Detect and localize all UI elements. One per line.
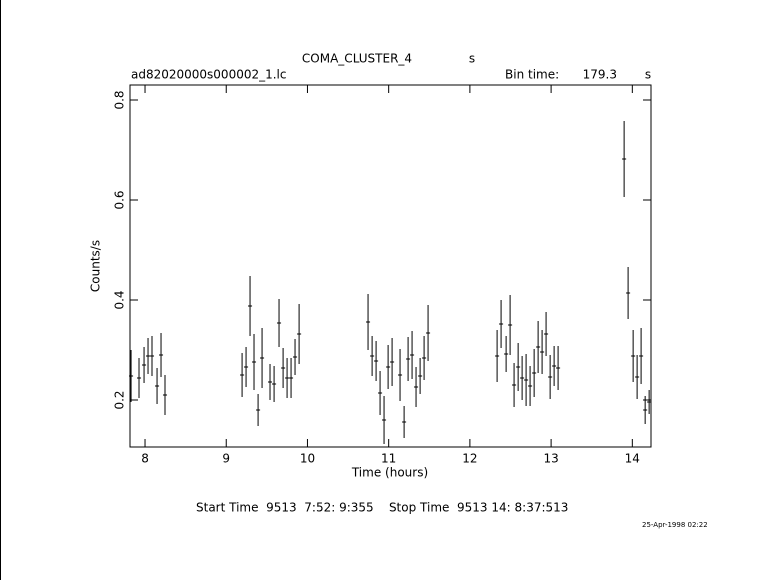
x-tick-label: 8 bbox=[141, 452, 149, 466]
x-tick-label: 14 bbox=[625, 452, 640, 466]
y-tick-label: 0.6 bbox=[113, 190, 127, 209]
y-tick-label: 0.2 bbox=[113, 390, 127, 409]
y-tick-label: 0.4 bbox=[113, 290, 127, 309]
x-tick-label: 9 bbox=[222, 452, 230, 466]
y-axis-label: Counts/s bbox=[89, 240, 103, 292]
x-tick-label: 12 bbox=[462, 452, 477, 466]
y-tick-label: 0.8 bbox=[113, 90, 127, 109]
file-name: ad82020000s000002_1.lc bbox=[131, 68, 287, 82]
x-tick-label: 11 bbox=[381, 452, 396, 466]
plot-frame bbox=[129, 84, 652, 448]
x-tick-label: 10 bbox=[300, 452, 315, 466]
bin-time: 179.3 bbox=[583, 68, 617, 82]
bin-time-unit: s bbox=[645, 68, 651, 82]
x-tick-label: 13 bbox=[543, 452, 558, 466]
title-unit: s bbox=[469, 52, 475, 66]
plot-date: 25-Apr-1998 02:22 bbox=[642, 521, 708, 529]
x-axis-label: Time (hours) bbox=[351, 466, 428, 480]
start-stop-time: Start Time 9513 7:52: 9:355 Stop Time 95… bbox=[196, 501, 568, 515]
bin-time-label: Bin time: bbox=[505, 68, 559, 82]
chart-title: COMA_CLUSTER_4 bbox=[302, 52, 412, 66]
